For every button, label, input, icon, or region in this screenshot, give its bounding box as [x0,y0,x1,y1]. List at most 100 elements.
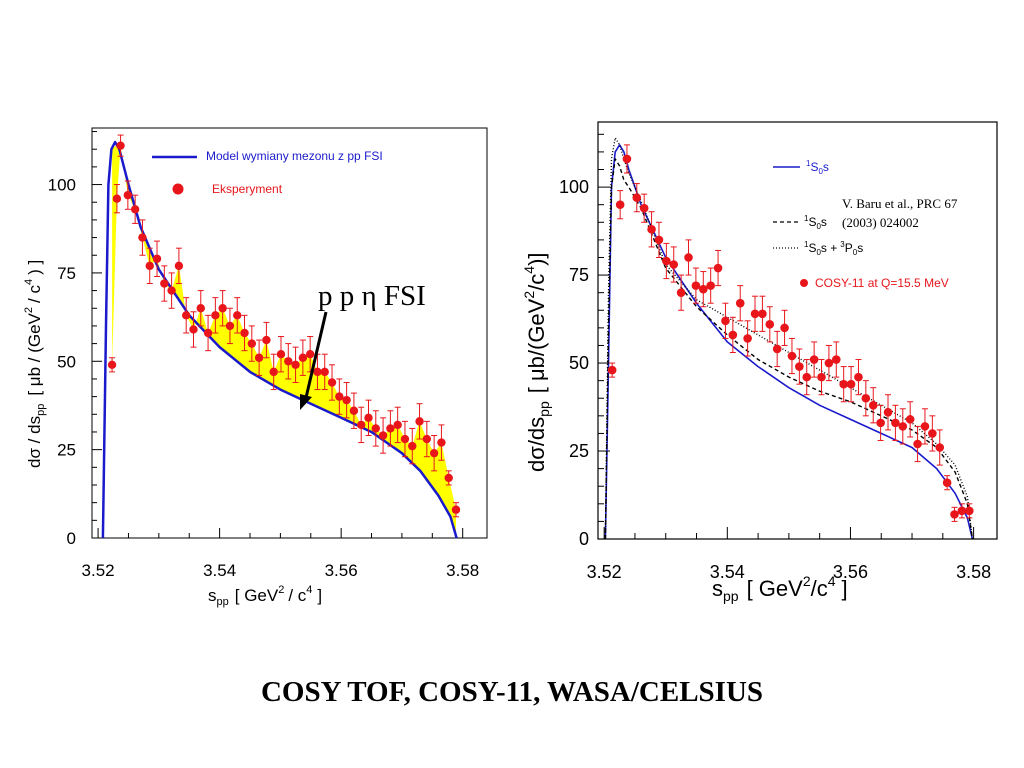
slide-caption: COSY TOF, COSY-11, WASA/CELSIUS [260,676,764,708]
right-data-point [632,193,642,202]
left-legend-model-label: Model wymiany mezonu z pp FSI [206,149,383,163]
right-data-point [787,351,797,361]
left-data-point [342,395,351,405]
right-y-tick-label: 0 [579,529,589,549]
right-data-point [662,256,671,266]
right-reference-line1: V. Baru et al., PRC 67 [842,196,958,211]
left-data-point [225,321,235,331]
left-data-point [218,304,227,313]
right-data-point [780,323,789,333]
right-data-point [669,260,679,269]
right-data-point [920,422,930,431]
left-data-point [145,261,154,271]
right-data-point [713,263,723,273]
left-data-point [189,325,198,334]
left-annotation-arrow-head [300,394,312,410]
left-data-point [203,328,213,338]
right-data-point [831,355,841,364]
right-data-point [698,284,708,294]
left-fsi-fill-area [112,145,456,536]
left-data-point [269,367,278,377]
left-fsi-excess-fill [112,145,456,536]
right-data-point [898,422,908,431]
left-data-point [386,424,395,433]
right-data-point [891,418,900,428]
left-x-tick-label: 3.52 [82,561,115,580]
left-data-point [305,350,315,359]
right-data-point [795,362,804,371]
right-data-point [964,506,974,516]
left-data-point [116,141,125,150]
left-data-point [152,254,162,263]
left-x-tick-label: 3.54 [203,561,236,580]
left-data-point [357,420,366,430]
right-data-point [706,281,715,290]
right-legend-dotted-label: 1S0s +3P0s [804,240,863,257]
right-x-tick-label: 3.54 [710,562,745,582]
right-x-axis-label: spp[ GeV2/c4] [712,573,848,604]
right-data-point [721,316,730,326]
left-axis-ticks: 3.52 3.54 3.56 3.58 0 25 50 75 100 [48,131,479,580]
right-x-tick-label: 3.52 [587,562,622,582]
left-data-point [422,434,432,444]
left-plot-frame [91,127,488,539]
left-x-tick-label: 3.56 [325,561,358,580]
right-data-point [802,372,812,382]
left-data-point [335,392,344,401]
right-x-tick-label: 3.58 [956,562,991,582]
right-y-axis-label: dσ/dspp[ μb/(GeV2/c4)] [521,252,552,472]
right-data-point [647,225,656,234]
right-legend-data-marker [800,279,808,287]
left-data-point [167,286,176,295]
left-y-tick-label: 75 [57,264,76,283]
left-data-point [349,406,359,415]
left-y-tick-label: 0 [67,529,76,548]
right-data-point [728,330,738,340]
left-data-point [320,367,329,377]
right-data-point [743,334,752,343]
left-data-point [262,335,271,345]
left-data-point [451,505,461,514]
left-data-point [247,339,257,348]
left-data-point [240,328,249,338]
right-data-point [735,298,745,308]
left-data-point [371,424,380,433]
right-data-point [957,506,967,516]
right-data-point [928,429,937,438]
right-data-point [622,154,632,164]
left-data-point [291,360,300,370]
left-chart: 3.52 3.54 3.56 3.58 0 25 50 75 100 Model wymiany… [23,127,488,608]
right-data-point [905,415,915,424]
right-legend-dashed-label: 1S0s [804,214,827,231]
left-data-point [400,434,410,444]
right-1s0s-dashed-curve [604,158,974,540]
right-data-point [861,393,871,403]
left-data-point [123,190,133,200]
right-plot-frame [597,121,998,540]
right-chart: 3.52 3.54 3.56 3.58 0 25 50 75 100 1S0s 1S0s 1S0… [521,121,998,604]
left-data-point [196,304,205,313]
left-data-point [130,205,140,214]
left-data-point [107,360,117,370]
left-data-point [138,233,147,242]
right-data-point [684,253,693,262]
left-data-point [444,473,453,483]
right-y-tick-label: 75 [569,265,589,285]
left-data-point [327,378,337,387]
right-data-point [607,365,617,375]
right-data-point [691,281,701,290]
right-legend-data-label: COSY-11 at Q=15.5 MeV [815,276,949,290]
left-data-point [393,420,402,430]
left-y-tick-label: 25 [57,441,76,460]
left-data-point [211,311,220,320]
left-model-curve [101,140,458,539]
left-y-tick-label: 100 [48,176,76,195]
left-data-point [429,448,439,458]
right-axis-ticks: 3.52 3.54 3.56 3.58 0 25 50 75 100 [559,133,991,582]
left-data-point [174,261,184,271]
right-data-point [639,203,649,213]
right-y-tick-label: 50 [569,353,589,373]
left-data-point [364,413,373,423]
right-data-point [846,379,856,389]
